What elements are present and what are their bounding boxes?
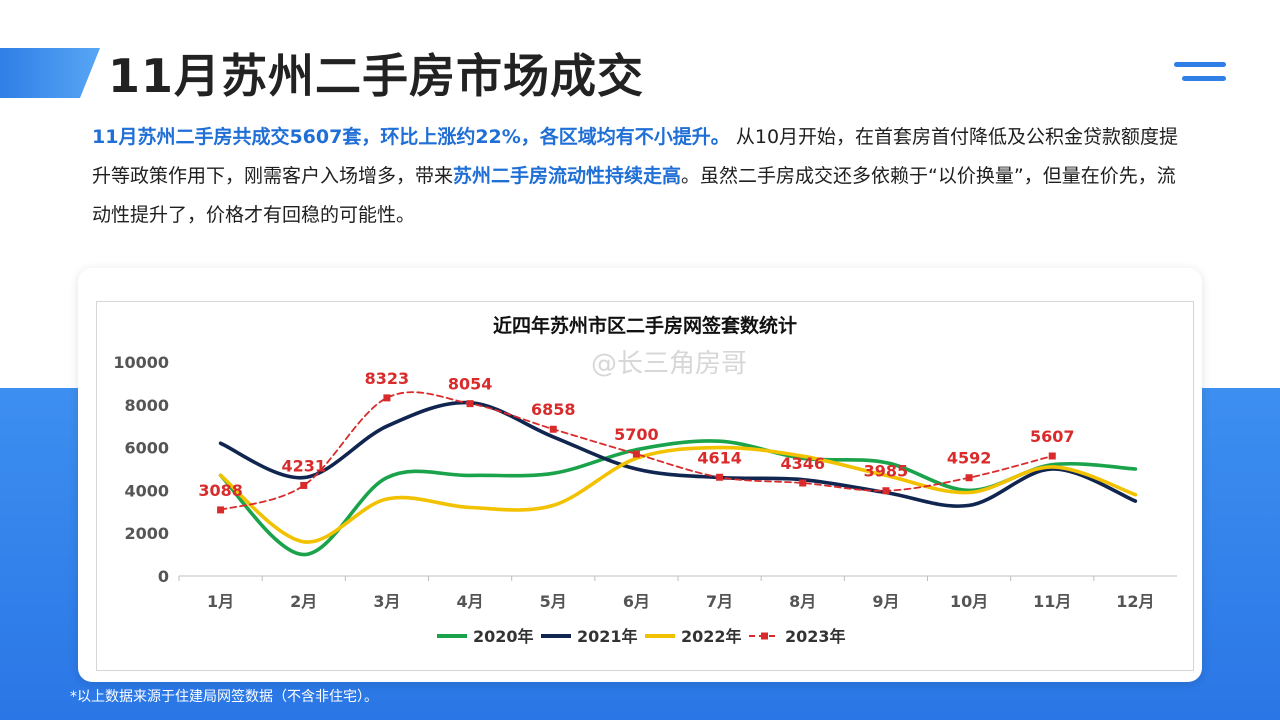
paragraph-text-2: 。虽然二手房成交还多依赖于“以价换量”，但量在价先，流动性提升了，价格才有回稳的… <box>92 165 1176 226</box>
data-point-marker <box>549 425 557 433</box>
data-label: 5700 <box>614 425 659 444</box>
highlight-summary: 11月苏州二手房共成交5607套，环比上涨约22%，各区域均有不小提升。 <box>92 126 730 148</box>
title-accent-bar <box>0 48 100 98</box>
series-line-2 <box>218 445 1138 544</box>
data-label: 3985 <box>864 462 909 481</box>
chart-frame: 近四年苏州市区二手房网签套数统计 @长三角房哥 0 2000 4000 6000 800… <box>96 301 1194 671</box>
x-tick-label: 3月 <box>373 592 400 611</box>
x-tick-label: 5月 <box>540 592 567 611</box>
data-label: 4346 <box>780 454 825 473</box>
y-tick-label: 2000 <box>124 524 169 543</box>
data-label: 4592 <box>947 449 992 468</box>
x-tick-label: 4月 <box>457 592 484 611</box>
data-point-marker <box>466 400 474 408</box>
series-line-3 <box>219 391 1054 511</box>
page-title: 11月苏州二手房市场成交 <box>108 49 645 103</box>
x-tick-label: 10月 <box>950 592 988 611</box>
data-point-marker <box>300 481 308 489</box>
data-point-marker <box>882 487 890 495</box>
y-tick-label: 8000 <box>124 396 169 415</box>
data-label: 8054 <box>448 375 493 394</box>
legend-marker <box>761 632 768 640</box>
data-point-marker <box>965 474 973 482</box>
x-tick-label: 7月 <box>706 592 733 611</box>
data-point-marker <box>217 506 225 514</box>
data-label: 3088 <box>198 481 243 500</box>
legend-label: 2020年 <box>473 627 534 646</box>
line-chart: 近四年苏州市区二手房网签套数统计 @长三角房哥 0 2000 4000 6000 800… <box>113 314 1177 646</box>
x-tick-label: 2月 <box>290 592 317 611</box>
data-label: 8323 <box>365 369 410 388</box>
data-label: 4614 <box>697 448 742 467</box>
data-point-marker <box>716 473 724 481</box>
data-point-marker <box>632 450 640 458</box>
y-tick-label: 0 <box>158 567 169 586</box>
x-tick-label: 6月 <box>623 592 650 611</box>
y-tick-label: 6000 <box>124 439 169 458</box>
intro-paragraph: 11月苏州二手房共成交5607套，环比上涨约22%，各区域均有不小提升。 从10… <box>92 118 1192 235</box>
menu-icon <box>1174 60 1228 86</box>
x-tick-label: 1月 <box>207 592 234 611</box>
series-line-1 <box>218 400 1138 508</box>
chart-title: 近四年苏州市区二手房网签套数统计 <box>493 314 797 337</box>
watermark: @长三角房哥 <box>591 349 747 379</box>
data-point-marker <box>383 394 391 402</box>
legend-label: 2021年 <box>577 627 638 646</box>
x-tick-label: 11月 <box>1033 592 1071 611</box>
x-tick-label: 12月 <box>1116 592 1154 611</box>
series-line-0 <box>218 439 1138 557</box>
data-label: 6858 <box>531 400 576 419</box>
paragraph-text-1: 从10月开始，在首套房首付降低及公积金贷款额度提升等政策作用下，刚需客户入场增多… <box>92 126 1179 187</box>
highlight-liquidity: 苏州二手房流动性持续走高 <box>453 165 682 187</box>
y-tick-label: 4000 <box>124 481 169 500</box>
x-tick-label: 8月 <box>789 592 816 611</box>
data-label: 4231 <box>281 456 326 475</box>
data-point-marker <box>1048 452 1056 460</box>
x-tick-label: 9月 <box>872 592 899 611</box>
data-point-marker <box>799 479 807 487</box>
y-tick-label: 10000 <box>113 353 169 372</box>
legend-label: 2022年 <box>681 627 742 646</box>
data-label: 5607 <box>1030 427 1075 446</box>
legend-label: 2023年 <box>785 627 846 646</box>
data-source-footnote: *以上数据来源于住建局网签数据（不含非住宅）。 <box>70 689 378 705</box>
